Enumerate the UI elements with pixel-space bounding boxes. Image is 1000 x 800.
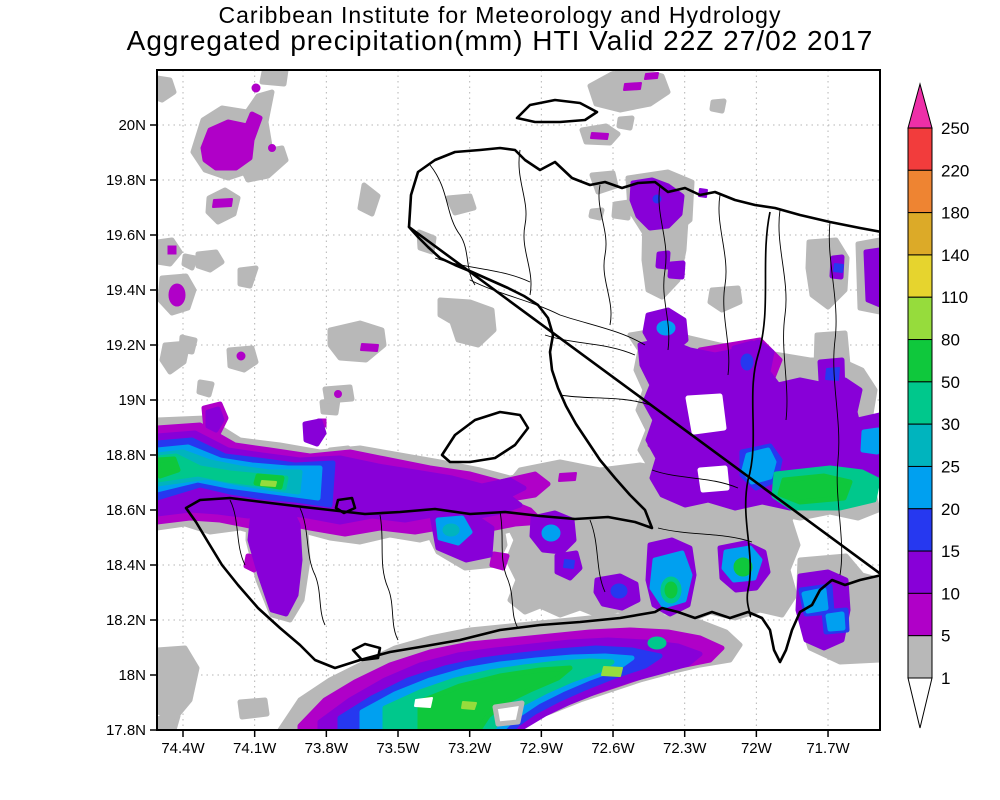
colorbar-over-arrow bbox=[907, 82, 933, 129]
lon-label: 71.7W bbox=[806, 740, 850, 757]
colorbar-segment bbox=[907, 169, 933, 214]
colorbar-label: 10 bbox=[941, 584, 960, 603]
colorbar-label: 250 bbox=[941, 119, 969, 138]
lon-label: 72.6W bbox=[591, 740, 635, 757]
colorbar-segment bbox=[907, 465, 933, 510]
lon-label: 74.1W bbox=[233, 740, 277, 757]
figure-subtitle: Aggregated precipitation(mm) HTI Valid 2… bbox=[126, 25, 874, 56]
lat-label: 19.6N bbox=[106, 227, 146, 244]
colorbar-label: 80 bbox=[941, 331, 960, 350]
inland-boundaries bbox=[229, 149, 843, 641]
colorbar-segment bbox=[907, 635, 933, 679]
colorbar-label: 20 bbox=[941, 500, 960, 519]
lon-label: 73.8W bbox=[305, 740, 349, 757]
colorbar-label: 220 bbox=[941, 161, 969, 180]
colorbar-segment bbox=[907, 127, 933, 171]
lat-label: 20N bbox=[118, 117, 146, 134]
colorbar-label: 5 bbox=[941, 627, 950, 646]
colorbar-segment bbox=[907, 550, 933, 594]
colorbar-label: 180 bbox=[941, 204, 969, 223]
colorbar-label: 50 bbox=[941, 373, 960, 392]
colorbar-segment bbox=[907, 381, 933, 425]
coastline bbox=[184, 98, 880, 670]
lat-label: 18.2N bbox=[106, 612, 146, 629]
colorbar-label: 140 bbox=[941, 246, 969, 265]
lon-label: 73.2W bbox=[448, 740, 492, 757]
colorbar-segment bbox=[907, 254, 933, 298]
lon-label: 72.9W bbox=[520, 740, 564, 757]
lat-label: 18.8N bbox=[106, 447, 146, 464]
colorbar-label: 15 bbox=[941, 542, 960, 561]
precipitation-field bbox=[157, 70, 880, 730]
colorbar-label: 110 bbox=[941, 288, 968, 307]
lat-label: 17.8N bbox=[106, 722, 146, 739]
precip-green-layer bbox=[157, 449, 880, 730]
lon-label: 72W bbox=[741, 740, 773, 757]
lat-label: 19.8N bbox=[106, 172, 146, 189]
lat-label: 19.2N bbox=[106, 337, 146, 354]
colorbar-label: 30 bbox=[941, 415, 960, 434]
lat-label: 18.6N bbox=[106, 502, 146, 519]
lat-label: 18N bbox=[118, 667, 146, 684]
colorbar-label: 1 bbox=[941, 669, 950, 688]
lat-label: 18.4N bbox=[106, 557, 146, 574]
colorbar-segment bbox=[907, 423, 933, 467]
colorbar-segment bbox=[907, 508, 933, 552]
precip-holes bbox=[414, 393, 730, 727]
colorbar-legend: 250 220 180 140 110 80 50 30 25 20 15 10 5 1 bbox=[907, 82, 969, 729]
colorbar-label: 25 bbox=[941, 457, 960, 476]
colorbar-segment bbox=[907, 296, 933, 341]
axes-layer: 20N 19.8N 19.6N 19.4N 19.2N 19N 18.8N 18.6N 18.4… bbox=[106, 117, 851, 757]
colorbar-segment bbox=[907, 592, 933, 637]
lat-label: 19.4N bbox=[106, 282, 146, 299]
lon-label: 73.5W bbox=[376, 740, 420, 757]
lat-label: 19N bbox=[118, 392, 146, 409]
colorbar-under-arrow bbox=[907, 677, 933, 729]
colorbar-segment bbox=[907, 212, 933, 256]
colorbar-segment bbox=[907, 339, 933, 383]
lon-label: 74.4W bbox=[161, 740, 205, 757]
figure-title: Caribbean Institute for Meteorology and … bbox=[218, 2, 782, 28]
lon-label: 72.3W bbox=[663, 740, 707, 757]
